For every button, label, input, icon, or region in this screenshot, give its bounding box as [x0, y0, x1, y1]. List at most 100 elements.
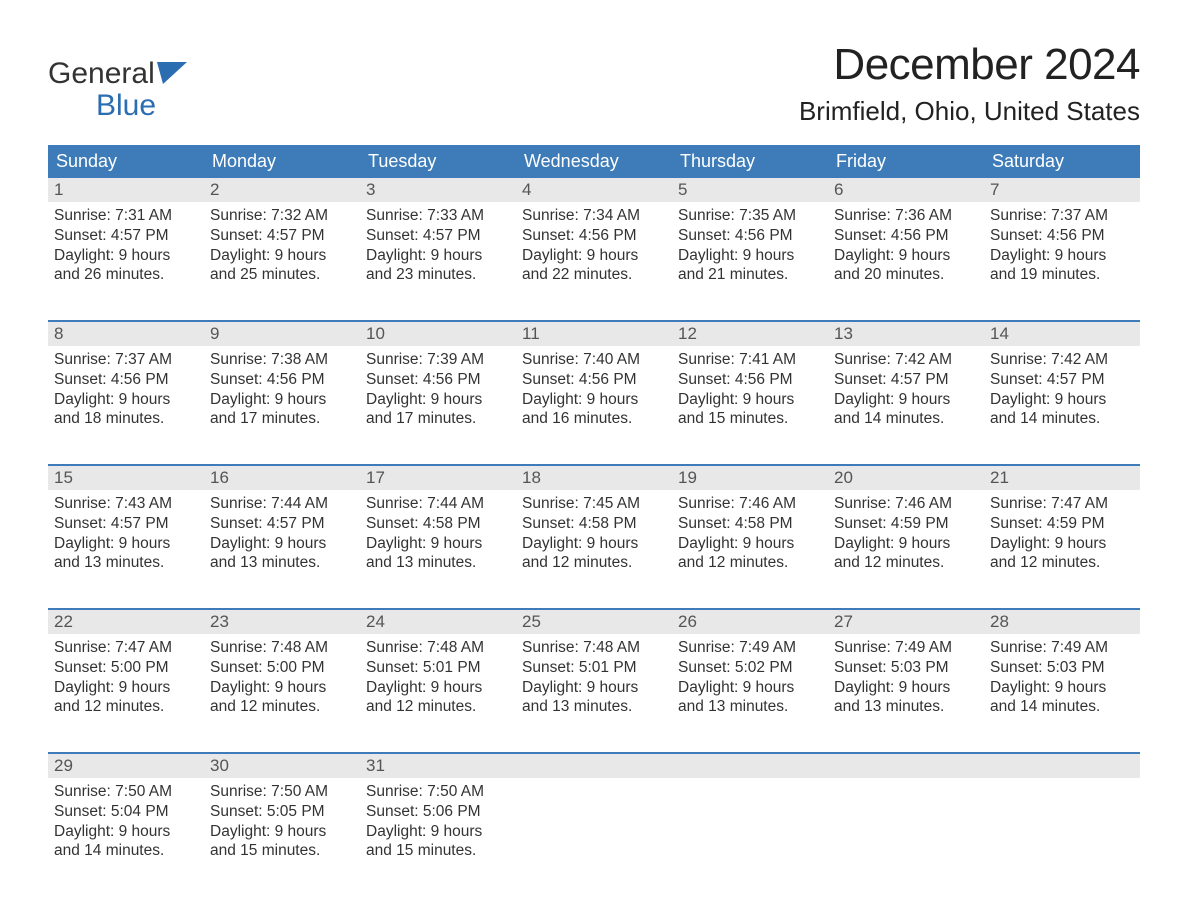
daylight-line: Daylight: 9 hours and 15 minutes. — [678, 391, 794, 428]
flag-icon — [157, 62, 187, 86]
sunset-line: Sunset: 5:00 PM — [54, 659, 169, 676]
day-body: Sunrise: 7:37 AMSunset: 4:56 PMDaylight:… — [984, 202, 1140, 291]
day-cell: 14Sunrise: 7:42 AMSunset: 4:57 PMDayligh… — [984, 322, 1140, 444]
day-cell: 21Sunrise: 7:47 AMSunset: 4:59 PMDayligh… — [984, 466, 1140, 588]
daylight-line: Daylight: 9 hours and 12 minutes. — [678, 535, 794, 572]
sunset-line: Sunset: 4:58 PM — [366, 515, 481, 532]
day-number: 7 — [984, 178, 1140, 202]
sunset-line: Sunset: 4:59 PM — [990, 515, 1105, 532]
daylight-line: Daylight: 9 hours and 13 minutes. — [210, 535, 326, 572]
day-cell: 11Sunrise: 7:40 AMSunset: 4:56 PMDayligh… — [516, 322, 672, 444]
day-number: 10 — [360, 322, 516, 346]
week-row: 15Sunrise: 7:43 AMSunset: 4:57 PMDayligh… — [48, 464, 1140, 588]
sunrise-line: Sunrise: 7:41 AM — [678, 351, 796, 368]
day-body: Sunrise: 7:48 AMSunset: 5:00 PMDaylight:… — [204, 634, 360, 723]
day-cell: 10Sunrise: 7:39 AMSunset: 4:56 PMDayligh… — [360, 322, 516, 444]
day-cell: 4Sunrise: 7:34 AMSunset: 4:56 PMDaylight… — [516, 178, 672, 300]
sunset-line: Sunset: 4:56 PM — [834, 227, 949, 244]
day-cell: 9Sunrise: 7:38 AMSunset: 4:56 PMDaylight… — [204, 322, 360, 444]
weekday-sunday: Sunday — [48, 145, 204, 178]
sunset-line: Sunset: 4:56 PM — [990, 227, 1105, 244]
day-body: Sunrise: 7:31 AMSunset: 4:57 PMDaylight:… — [48, 202, 204, 291]
day-cell: 24Sunrise: 7:48 AMSunset: 5:01 PMDayligh… — [360, 610, 516, 732]
day-number: 12 — [672, 322, 828, 346]
sunrise-line: Sunrise: 7:31 AM — [54, 207, 172, 224]
sunrise-line: Sunrise: 7:40 AM — [522, 351, 640, 368]
sunset-line: Sunset: 5:00 PM — [210, 659, 325, 676]
sunrise-line: Sunrise: 7:38 AM — [210, 351, 328, 368]
day-body: Sunrise: 7:49 AMSunset: 5:02 PMDaylight:… — [672, 634, 828, 723]
day-number: 5 — [672, 178, 828, 202]
day-cell: 5Sunrise: 7:35 AMSunset: 4:56 PMDaylight… — [672, 178, 828, 300]
sunrise-line: Sunrise: 7:49 AM — [990, 639, 1108, 656]
day-body: Sunrise: 7:35 AMSunset: 4:56 PMDaylight:… — [672, 202, 828, 291]
sunrise-line: Sunrise: 7:37 AM — [990, 207, 1108, 224]
day-cell: 18Sunrise: 7:45 AMSunset: 4:58 PMDayligh… — [516, 466, 672, 588]
day-number: 27 — [828, 610, 984, 634]
daylight-line: Daylight: 9 hours and 13 minutes. — [834, 679, 950, 716]
day-body: Sunrise: 7:48 AMSunset: 5:01 PMDaylight:… — [360, 634, 516, 723]
sunrise-line: Sunrise: 7:44 AM — [366, 495, 484, 512]
day-number: 8 — [48, 322, 204, 346]
day-body: Sunrise: 7:49 AMSunset: 5:03 PMDaylight:… — [984, 634, 1140, 723]
day-body: Sunrise: 7:45 AMSunset: 4:58 PMDaylight:… — [516, 490, 672, 579]
sunset-line: Sunset: 4:58 PM — [522, 515, 637, 532]
daylight-line: Daylight: 9 hours and 18 minutes. — [54, 391, 170, 428]
day-body: Sunrise: 7:42 AMSunset: 4:57 PMDaylight:… — [984, 346, 1140, 435]
daylight-line: Daylight: 9 hours and 17 minutes. — [366, 391, 482, 428]
sunset-line: Sunset: 5:01 PM — [366, 659, 481, 676]
sunrise-line: Sunrise: 7:50 AM — [54, 783, 172, 800]
daylight-line: Daylight: 9 hours and 14 minutes. — [990, 391, 1106, 428]
day-cell: 23Sunrise: 7:48 AMSunset: 5:00 PMDayligh… — [204, 610, 360, 732]
sunset-line: Sunset: 4:56 PM — [210, 371, 325, 388]
weekday-thursday: Thursday — [672, 145, 828, 178]
location: Brimfield, Ohio, United States — [799, 96, 1140, 127]
sunset-line: Sunset: 4:57 PM — [54, 515, 169, 532]
day-number: 17 — [360, 466, 516, 490]
sunrise-line: Sunrise: 7:47 AM — [990, 495, 1108, 512]
day-body: Sunrise: 7:37 AMSunset: 4:56 PMDaylight:… — [48, 346, 204, 435]
sunset-line: Sunset: 4:56 PM — [522, 227, 637, 244]
day-cell: 20Sunrise: 7:46 AMSunset: 4:59 PMDayligh… — [828, 466, 984, 588]
daylight-line: Daylight: 9 hours and 13 minutes. — [54, 535, 170, 572]
sunset-line: Sunset: 4:57 PM — [366, 227, 481, 244]
daylight-line: Daylight: 9 hours and 13 minutes. — [678, 679, 794, 716]
day-cell: 7Sunrise: 7:37 AMSunset: 4:56 PMDaylight… — [984, 178, 1140, 300]
sunset-line: Sunset: 4:57 PM — [990, 371, 1105, 388]
day-body: Sunrise: 7:46 AMSunset: 4:58 PMDaylight:… — [672, 490, 828, 579]
day-number: 28 — [984, 610, 1140, 634]
day-body: Sunrise: 7:40 AMSunset: 4:56 PMDaylight:… — [516, 346, 672, 435]
sunrise-line: Sunrise: 7:35 AM — [678, 207, 796, 224]
daylight-line: Daylight: 9 hours and 20 minutes. — [834, 247, 950, 284]
daylight-line: Daylight: 9 hours and 14 minutes. — [54, 823, 170, 860]
sunset-line: Sunset: 4:57 PM — [834, 371, 949, 388]
day-body: Sunrise: 7:47 AMSunset: 4:59 PMDaylight:… — [984, 490, 1140, 579]
day-number: 20 — [828, 466, 984, 490]
day-body: Sunrise: 7:38 AMSunset: 4:56 PMDaylight:… — [204, 346, 360, 435]
daylight-line: Daylight: 9 hours and 15 minutes. — [366, 823, 482, 860]
day-body: Sunrise: 7:36 AMSunset: 4:56 PMDaylight:… — [828, 202, 984, 291]
day-cell: 29Sunrise: 7:50 AMSunset: 5:04 PMDayligh… — [48, 754, 204, 876]
day-cell — [516, 754, 672, 876]
day-cell: 19Sunrise: 7:46 AMSunset: 4:58 PMDayligh… — [672, 466, 828, 588]
daylight-line: Daylight: 9 hours and 12 minutes. — [522, 535, 638, 572]
sunrise-line: Sunrise: 7:46 AM — [834, 495, 952, 512]
daylight-line: Daylight: 9 hours and 14 minutes. — [834, 391, 950, 428]
day-number-empty — [828, 754, 984, 778]
day-number: 9 — [204, 322, 360, 346]
daylight-line: Daylight: 9 hours and 14 minutes. — [990, 679, 1106, 716]
day-cell: 13Sunrise: 7:42 AMSunset: 4:57 PMDayligh… — [828, 322, 984, 444]
sunset-line: Sunset: 5:05 PM — [210, 803, 325, 820]
day-cell: 28Sunrise: 7:49 AMSunset: 5:03 PMDayligh… — [984, 610, 1140, 732]
day-number: 26 — [672, 610, 828, 634]
day-number: 16 — [204, 466, 360, 490]
day-cell: 3Sunrise: 7:33 AMSunset: 4:57 PMDaylight… — [360, 178, 516, 300]
day-body: Sunrise: 7:48 AMSunset: 5:01 PMDaylight:… — [516, 634, 672, 723]
day-cell: 6Sunrise: 7:36 AMSunset: 4:56 PMDaylight… — [828, 178, 984, 300]
day-cell — [828, 754, 984, 876]
brand-bottom: Blue — [48, 90, 187, 122]
sunset-line: Sunset: 5:04 PM — [54, 803, 169, 820]
day-number: 15 — [48, 466, 204, 490]
sunrise-line: Sunrise: 7:50 AM — [210, 783, 328, 800]
day-cell: 22Sunrise: 7:47 AMSunset: 5:00 PMDayligh… — [48, 610, 204, 732]
